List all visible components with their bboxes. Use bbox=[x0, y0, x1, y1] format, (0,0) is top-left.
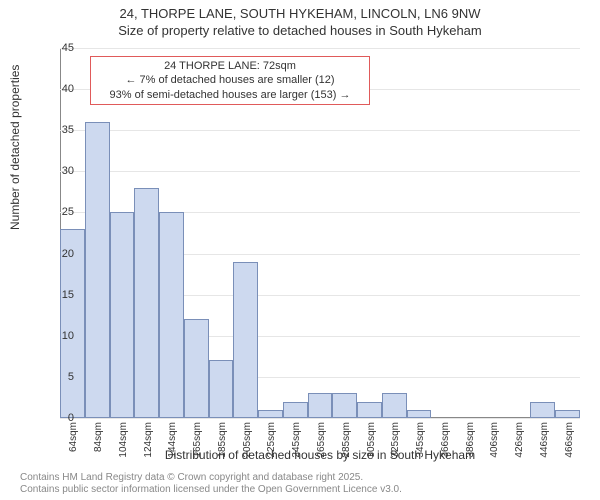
y-tick-label: 15 bbox=[62, 289, 74, 301]
footer-line-2: Contains public sector information licen… bbox=[20, 484, 402, 496]
y-tick-label: 35 bbox=[62, 124, 74, 136]
x-tick-label: 245sqm bbox=[291, 422, 302, 458]
y-tick-label: 5 bbox=[68, 371, 74, 383]
x-tick-label: 124sqm bbox=[143, 422, 154, 458]
histogram-bar bbox=[382, 393, 407, 418]
x-tick-label: 325sqm bbox=[390, 422, 401, 458]
y-axis-label: Number of detached properties bbox=[8, 65, 22, 230]
x-tick-label: 466sqm bbox=[564, 422, 575, 458]
histogram-bar bbox=[233, 262, 258, 418]
annotation-line-1: 24 THORPE LANE: 72sqm bbox=[97, 59, 363, 73]
histogram-bar bbox=[555, 410, 580, 418]
title-line-2: Size of property relative to detached ho… bbox=[0, 23, 600, 40]
y-tick-label: 30 bbox=[62, 165, 74, 177]
x-tick-label: 386sqm bbox=[465, 422, 476, 458]
x-tick-label: 446sqm bbox=[539, 422, 550, 458]
x-tick-label: 64sqm bbox=[68, 422, 79, 452]
y-tick-label: 45 bbox=[62, 42, 74, 54]
histogram-bar bbox=[530, 402, 555, 418]
annotation-line-3: 93% of semi-detached houses are larger (… bbox=[97, 88, 363, 102]
title-line-1: 24, THORPE LANE, SOUTH HYKEHAM, LINCOLN,… bbox=[0, 6, 600, 23]
y-tick-label: 40 bbox=[62, 83, 74, 95]
histogram-bar bbox=[332, 393, 357, 418]
y-tick-label: 25 bbox=[62, 206, 74, 218]
chart-title: 24, THORPE LANE, SOUTH HYKEHAM, LINCOLN,… bbox=[0, 0, 600, 40]
y-tick-label: 10 bbox=[62, 330, 74, 342]
x-tick-label: 185sqm bbox=[217, 422, 228, 458]
histogram-bar bbox=[407, 410, 432, 418]
gridline bbox=[60, 130, 580, 131]
histogram-bar bbox=[258, 410, 283, 418]
chart-container: 24, THORPE LANE, SOUTH HYKEHAM, LINCOLN,… bbox=[0, 0, 600, 500]
histogram-bar bbox=[85, 122, 110, 418]
x-tick-label: 426sqm bbox=[514, 422, 525, 458]
x-tick-label: 84sqm bbox=[93, 422, 104, 452]
footer-line-1: Contains HM Land Registry data © Crown c… bbox=[20, 472, 402, 484]
annotation-box: 24 THORPE LANE: 72sqm ← 7% of detached h… bbox=[90, 56, 370, 105]
histogram-bar bbox=[159, 212, 184, 418]
x-tick-label: 285sqm bbox=[341, 422, 352, 458]
x-tick-label: 345sqm bbox=[415, 422, 426, 458]
histogram-bar bbox=[209, 360, 234, 418]
histogram-bar bbox=[308, 393, 333, 418]
x-tick-label: 144sqm bbox=[167, 422, 178, 458]
x-tick-label: 366sqm bbox=[440, 422, 451, 458]
x-tick-label: 165sqm bbox=[192, 422, 203, 458]
plot-area: 24 THORPE LANE: 72sqm ← 7% of detached h… bbox=[60, 48, 580, 418]
x-tick-label: 265sqm bbox=[316, 422, 327, 458]
gridline bbox=[60, 418, 580, 419]
histogram-bar bbox=[283, 402, 308, 418]
footer: Contains HM Land Registry data © Crown c… bbox=[20, 472, 402, 496]
y-tick-label: 20 bbox=[62, 248, 74, 260]
x-tick-label: 104sqm bbox=[118, 422, 129, 458]
histogram-bar bbox=[110, 212, 135, 418]
histogram-bar bbox=[184, 319, 209, 418]
histogram-bar bbox=[134, 188, 159, 418]
gridline bbox=[60, 48, 580, 49]
x-tick-label: 225sqm bbox=[266, 422, 277, 458]
gridline bbox=[60, 171, 580, 172]
x-tick-label: 406sqm bbox=[489, 422, 500, 458]
x-tick-label: 305sqm bbox=[366, 422, 377, 458]
annotation-line-2: ← 7% of detached houses are smaller (12) bbox=[97, 73, 363, 87]
histogram-bar bbox=[357, 402, 382, 418]
x-tick-label: 205sqm bbox=[242, 422, 253, 458]
